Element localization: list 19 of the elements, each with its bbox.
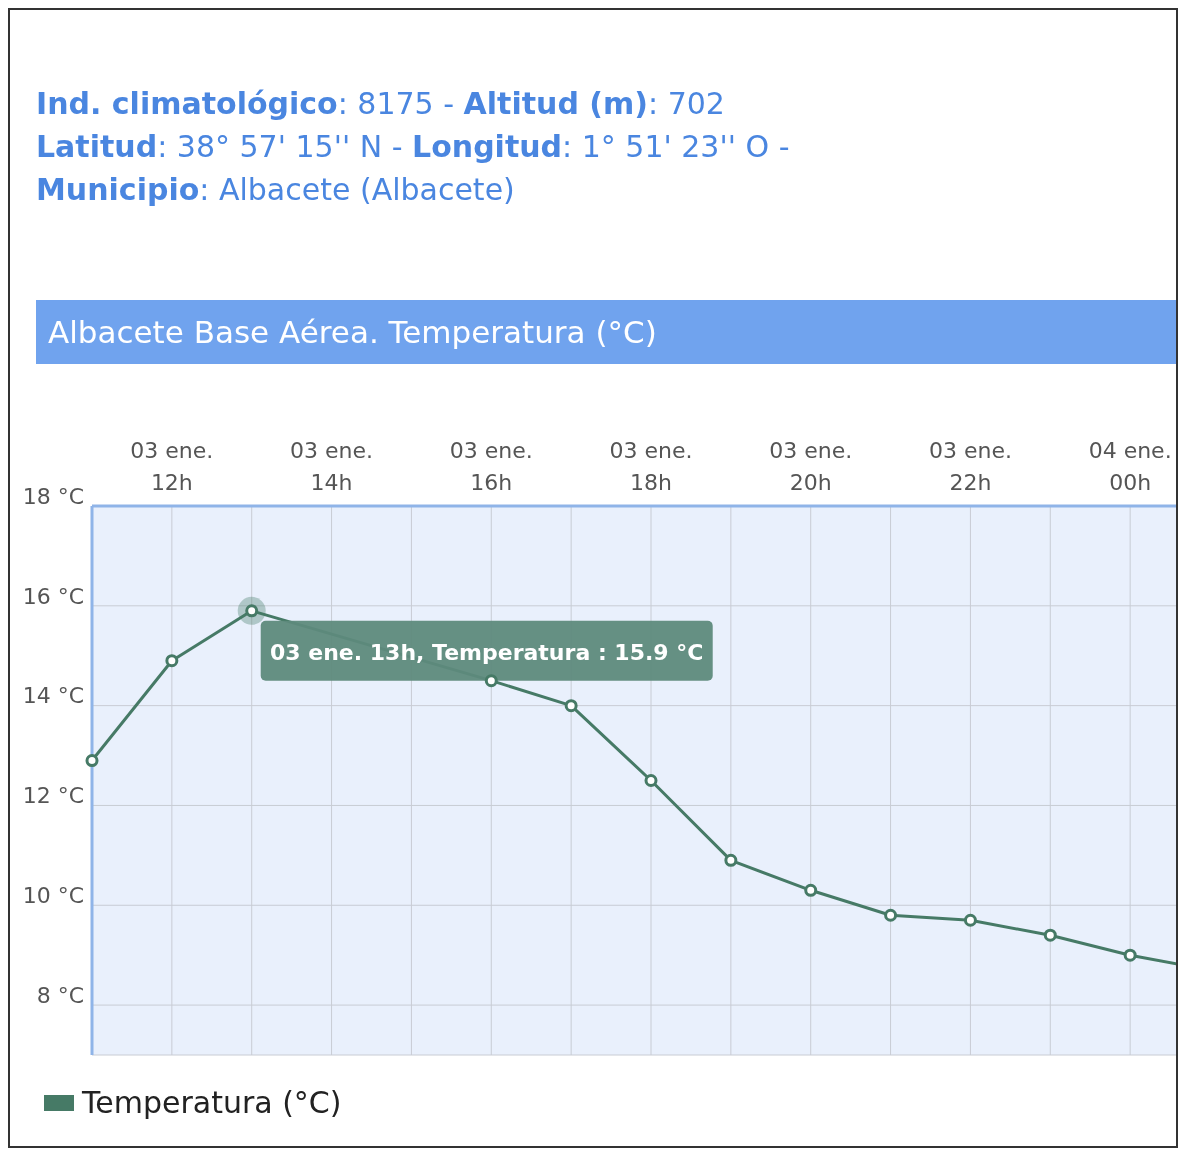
text: Ind. climatológico: 8175 - Altitud (m): 702 xyxy=(36,86,725,121)
text: Latitud: 38° 57' 15'' N - Longitud: 1° 51' 23'' O - xyxy=(36,129,790,164)
x-tick-label: 03 ene. 20h xyxy=(769,438,853,495)
chart-title: Albacete Base Aérea. Temperatura (°C) xyxy=(47,313,658,352)
annotation: 03 ene. 13h, Temperatura : 15.9 °C xyxy=(269,639,704,665)
x-tick-label: 03 ene. 12h xyxy=(130,438,214,495)
x-tick-label: 03 ene. 14h xyxy=(290,438,374,495)
y-tick-label: 10 °C xyxy=(22,883,84,909)
x-tick-label: 04 ene. 00h xyxy=(1088,438,1172,495)
x-tick-label: 03 ene. 16h xyxy=(449,438,533,495)
x-tick-label: 03 ene. 18h xyxy=(609,438,693,495)
legend-label: Temperatura (°C) xyxy=(81,1085,342,1120)
y-tick-label: 14 °C xyxy=(22,683,84,709)
y-tick-label: 18 °C xyxy=(22,483,84,509)
y-tick-label: 16 °C xyxy=(22,583,84,609)
x-tick-label: 03 ene. 22h xyxy=(928,438,1012,495)
text: Municipio: Albacete (Albacete) xyxy=(36,172,515,207)
y-tick-label: 12 °C xyxy=(22,783,84,809)
y-tick-label: 8 °C xyxy=(36,982,84,1008)
